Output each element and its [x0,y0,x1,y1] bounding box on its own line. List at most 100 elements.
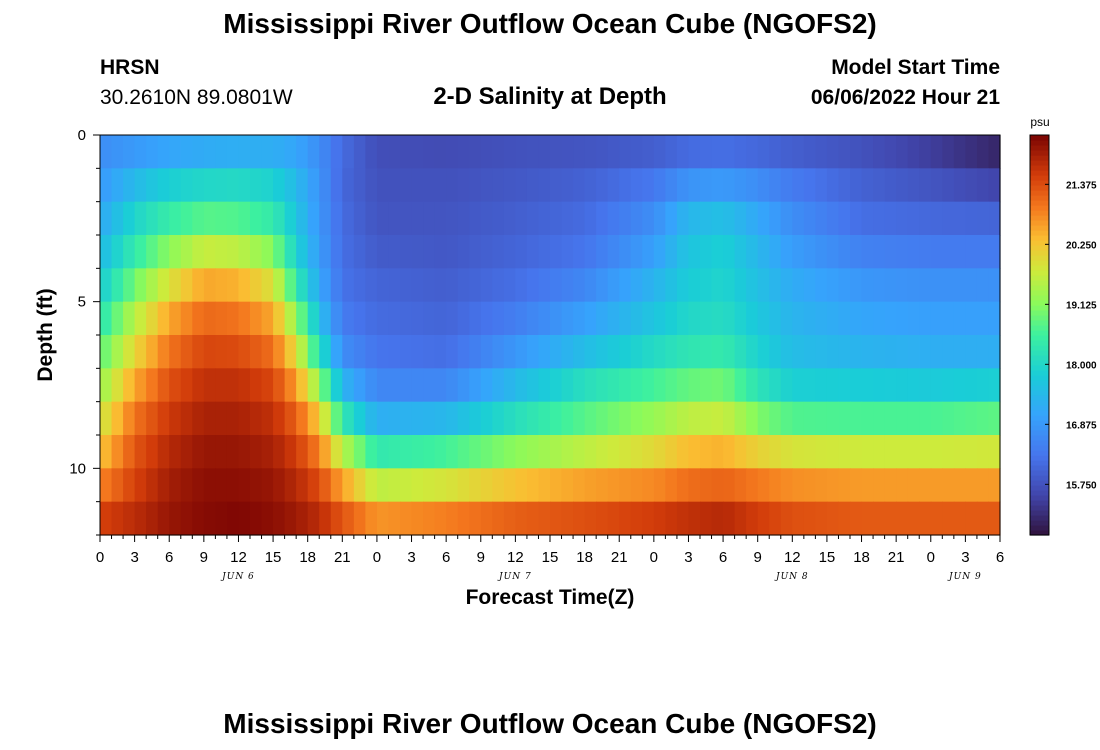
heatmap-cell [538,168,551,203]
heatmap-cell [273,468,286,503]
x-tick-label: 21 [888,549,905,566]
heatmap-cell [365,268,378,303]
heatmap-cell [757,268,770,303]
heatmap-cell [480,335,493,369]
heatmap-cell [111,201,124,236]
heatmap-cell [815,201,828,236]
colorbar-segment [1030,135,1049,141]
heatmap-cell [942,168,955,203]
heatmap-cell [250,268,263,303]
heatmap-cell [457,301,470,336]
heatmap-cell [400,301,413,336]
heatmap-cell [446,335,459,369]
heatmap-cell [746,501,759,536]
heatmap-cell [457,368,470,403]
heatmap-cell [296,368,309,403]
heatmap-cell [434,301,447,336]
colorbar-segment [1030,250,1049,256]
heatmap-cell [400,201,413,236]
colorbar-segment [1030,325,1049,331]
heatmap-cell [342,235,355,269]
heatmap-cell [492,201,505,236]
heatmap-cell [769,301,782,336]
heatmap-cell [792,135,805,169]
heatmap-cell [550,301,563,336]
heatmap-cell [169,168,182,203]
heatmap-cell [146,501,159,536]
heatmap-cell [850,468,863,503]
heatmap-cell [826,201,840,236]
heatmap-cell [850,401,863,436]
heatmap-cell [215,268,228,303]
heatmap-cell [307,201,320,236]
heatmap-cell [296,468,309,503]
heatmap-cell [434,435,447,469]
colorbar-segment [1030,260,1049,266]
x-tick-label: 3 [684,549,692,566]
heatmap-cell [676,301,690,336]
x-tick-label: 0 [96,549,104,566]
heatmap-cell [296,301,309,336]
heatmap-cell [353,435,366,469]
heatmap-cell [665,301,678,336]
heatmap-cell [953,168,966,203]
salinity-heatmap-chart: 0 3 6 9 12 15 18 21 0 3 6 9 12 15 18 21 0 3 6 9 12 15 18 21 0 3 6 J… [34,115,1097,609]
heatmap-cell [584,468,597,503]
heatmap-cell [607,268,620,303]
heatmap-cell [584,401,597,436]
heatmap-cell [688,401,701,436]
heatmap-cell [261,235,274,269]
heatmap-cell [884,268,897,303]
heatmap-cell [284,201,297,236]
heatmap-cell [330,468,343,503]
colorbar-segment [1030,210,1049,216]
heatmap-cell [423,201,436,236]
heatmap-cell [711,135,724,169]
heatmap-cell [723,301,736,336]
heatmap-cell [873,301,886,336]
heatmap-cell [907,435,920,469]
heatmap-cell [365,201,378,236]
heatmap-cell [826,401,840,436]
heatmap-cell [815,168,828,203]
heatmap-cell [261,135,274,169]
heatmap-cell [353,468,366,503]
model-start-value: 06/06/2022 Hour 21 [810,86,1000,109]
station-id: HRSN [100,56,160,79]
heatmap-cell [746,168,759,203]
colorbar-segment [1030,490,1049,496]
heatmap-cell [873,168,886,203]
heatmap-cell [273,135,286,169]
heatmap-cell [457,235,470,269]
heatmap-cell [250,235,263,269]
heatmap-cell [123,501,136,536]
heatmap-cell [526,501,540,536]
heatmap-cell [365,335,378,369]
heatmap-cell [192,401,205,436]
heatmap-cell [584,201,597,236]
heatmap-cell [930,168,943,203]
heatmap-cell [261,501,274,536]
heatmap-cell [642,501,655,536]
heatmap-cell [792,235,805,269]
colorbar-frame [1029,134,1050,536]
heatmap-cell [480,468,493,503]
heatmap-cell [930,301,943,336]
heatmap-cell [273,201,286,236]
x-tick-label: 15 [819,549,836,566]
heatmap-cell [642,368,655,403]
heatmap-cell [192,301,205,336]
heatmap-cell [838,268,851,303]
heatmap-cell [815,301,828,336]
heatmap-cell [803,301,816,336]
heatmap-cell [630,168,643,203]
heatmap-cell [561,268,574,303]
colorbar-segment [1030,390,1049,396]
heatmap-cell [376,335,390,369]
heatmap-cell [780,235,793,269]
colorbar-segment [1030,445,1049,451]
heatmap-cell [700,268,713,303]
heatmap-cell [503,335,516,369]
heatmap-cell [907,468,920,503]
heatmap-cell [942,268,955,303]
